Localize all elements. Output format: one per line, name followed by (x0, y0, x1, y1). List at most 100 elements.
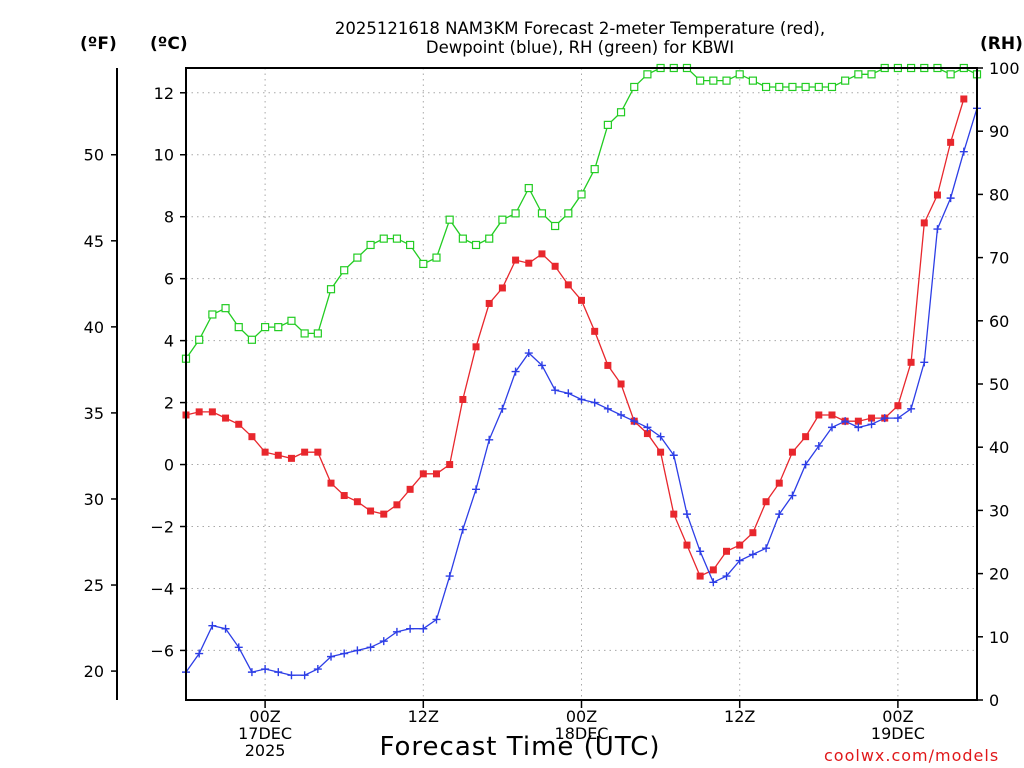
time-tick-label: 18DEC (555, 724, 609, 743)
rh-tick-label: 0 (989, 691, 999, 710)
data-point (801, 460, 810, 469)
data-point (511, 367, 520, 376)
fahrenheit-tick-label: 40 (84, 318, 104, 337)
data-point (221, 304, 230, 313)
data-point (590, 398, 599, 407)
data-point (761, 82, 771, 92)
rh-axis-unit: (RH) (980, 34, 1023, 54)
data-point (696, 547, 705, 556)
data-point (208, 621, 217, 630)
data-point (327, 479, 335, 487)
data-point (775, 510, 784, 519)
data-point (748, 76, 757, 85)
data-point (867, 420, 876, 429)
data-point (471, 240, 481, 250)
data-point (353, 498, 361, 506)
series-rh (181, 63, 982, 363)
data-point (446, 461, 454, 469)
data-point (603, 120, 612, 129)
data-point (366, 643, 375, 652)
data-point (564, 209, 573, 218)
fahrenheit-tick-label: 35 (84, 404, 104, 423)
chart-title-line-2: Dewpoint (blue), RH (green) for KBWI (425, 38, 735, 57)
data-point (683, 541, 691, 549)
data-point (947, 138, 955, 146)
data-point (221, 624, 230, 633)
celsius-tick-label: 12 (154, 84, 174, 103)
data-point (788, 82, 797, 92)
x-axis-label: Forecast Time (UTC) (379, 732, 661, 762)
data-point (512, 256, 520, 264)
data-point (432, 615, 441, 624)
data-point (392, 234, 402, 243)
data-point (208, 310, 217, 319)
data-point (604, 361, 612, 369)
celsius-tick-label: −2 (150, 518, 174, 537)
data-point (788, 491, 797, 500)
data-point (709, 566, 717, 574)
celsius-tick-label: −4 (150, 579, 174, 598)
chart-title-line-1: 2025121618 NAM3KM Forecast 2-meter Tempe… (334, 19, 826, 38)
data-point (946, 70, 955, 79)
data-point (735, 70, 744, 79)
data-point (234, 643, 243, 652)
fahrenheit-tick-label: 25 (84, 576, 104, 595)
data-point (380, 510, 388, 518)
data-point (498, 284, 506, 292)
data-point (353, 646, 362, 655)
data-point (406, 240, 415, 250)
data-point (735, 556, 744, 565)
data-point (854, 70, 863, 79)
series-dewpoint (182, 104, 981, 680)
data-point (893, 414, 902, 423)
data-point (366, 240, 375, 250)
data-point (748, 550, 757, 559)
data-point (525, 259, 533, 267)
grid-lines (186, 68, 977, 700)
data-point (669, 451, 678, 460)
data-point (814, 441, 823, 450)
time-tick-label: 2025 (245, 741, 286, 760)
data-point (313, 665, 322, 674)
data-point (630, 417, 639, 426)
rh-tick-label: 90 (989, 122, 1009, 141)
data-point (960, 95, 968, 103)
data-point (880, 414, 889, 423)
series-line (185, 98, 965, 577)
data-point (313, 329, 322, 338)
data-point (551, 386, 560, 395)
data-point (617, 410, 626, 419)
rh-tick-label: 20 (989, 565, 1009, 584)
data-point (367, 507, 375, 515)
data-point (300, 329, 309, 338)
data-point (208, 408, 216, 416)
data-point (709, 578, 718, 587)
celsius-tick-label: 8 (164, 208, 174, 227)
data-point (577, 190, 586, 199)
data-point (946, 194, 955, 203)
data-point (578, 296, 585, 304)
data-point (235, 420, 243, 428)
data-point (472, 485, 481, 494)
celsius-tick-label: 0 (164, 456, 174, 475)
rh-tick-label: 60 (989, 312, 1009, 331)
data-point (287, 454, 295, 462)
data-point (841, 76, 850, 85)
data-point (326, 285, 336, 294)
data-point (616, 108, 626, 117)
celsius-tick-label: 10 (154, 146, 174, 165)
data-point (933, 191, 941, 199)
data-point (393, 501, 401, 509)
data-point (274, 668, 283, 677)
data-point (261, 448, 269, 456)
fahrenheit-tick-label: 45 (84, 232, 104, 251)
data-point (379, 234, 388, 243)
credit-text: coolwx.com/models (824, 746, 1000, 765)
data-point (643, 430, 651, 438)
data-point (736, 541, 744, 549)
data-point (274, 451, 282, 459)
data-point (696, 76, 705, 85)
celsius-tick-label: 4 (164, 332, 174, 351)
celsius-tick-label: 6 (164, 270, 174, 289)
